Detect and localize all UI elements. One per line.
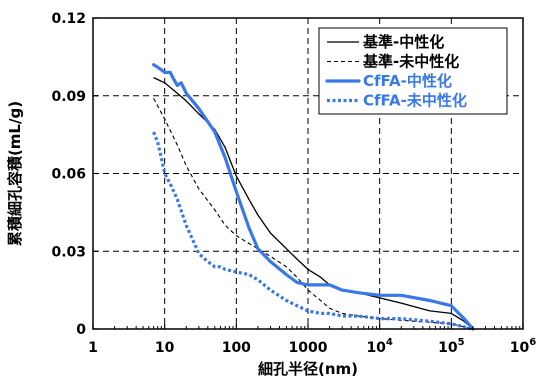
y-tick-label: 0.03 bbox=[51, 244, 86, 260]
x-tick-label: 104 bbox=[366, 337, 392, 356]
x-tick-base: 10 bbox=[155, 340, 175, 356]
x-axis-title: 細孔半径(nm) bbox=[258, 360, 358, 378]
x-tick-label: 106 bbox=[510, 337, 536, 356]
x-tick-base: 100 bbox=[222, 340, 251, 356]
legend-label: 基準-中性化 bbox=[362, 33, 444, 51]
y-tick-labels: 0 0.03 0.06 0.09 0.12 bbox=[51, 11, 86, 338]
series-line bbox=[152, 131, 474, 331]
x-tick-label: 10 bbox=[155, 340, 175, 356]
y-tick-label: 0 bbox=[76, 322, 86, 338]
x-tick-exponent: 5 bbox=[458, 337, 465, 348]
x-tick-label: 105 bbox=[438, 337, 464, 356]
y-tick-label: 0.09 bbox=[51, 89, 86, 105]
x-tick-base: 10 bbox=[510, 340, 530, 356]
legend-label: 基準-未中性化 bbox=[362, 53, 459, 71]
x-tick-base: 10 bbox=[366, 340, 386, 356]
y-tick-label: 0.12 bbox=[51, 11, 86, 27]
x-tick-base: 10 bbox=[438, 340, 458, 356]
x-tick-exponent: 4 bbox=[386, 337, 393, 348]
x-tick-label: 1000 bbox=[289, 340, 328, 356]
series-line bbox=[153, 98, 474, 330]
legend-label: CfFA-中性化 bbox=[363, 72, 452, 90]
legend-label: CfFA-未中性化 bbox=[363, 92, 467, 110]
series-layer bbox=[152, 63, 475, 331]
series-line bbox=[153, 77, 474, 330]
x-tick-labels: 1 10 100 1000 104 105 106 bbox=[88, 337, 536, 356]
x-tick-exponent: 6 bbox=[529, 337, 536, 348]
y-tick-label: 0.06 bbox=[51, 167, 86, 183]
y-axis-title: 累積細孔容積(mL/g) bbox=[6, 101, 24, 246]
x-tick-base: 1000 bbox=[289, 340, 328, 356]
x-tick-label: 100 bbox=[222, 340, 251, 356]
x-tick-base: 1 bbox=[88, 340, 98, 356]
x-tick-label: 1 bbox=[88, 340, 98, 356]
series-line bbox=[152, 63, 475, 331]
tick-marks bbox=[92, 17, 524, 330]
